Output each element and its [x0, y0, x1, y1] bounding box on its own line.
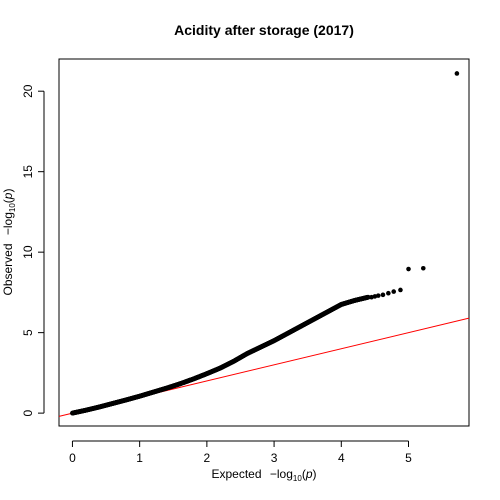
y-tick-label: 15	[21, 165, 35, 179]
y-tick-label: 0	[21, 409, 35, 416]
x-axis-title: Expected −log10(p)	[211, 467, 316, 483]
x-axis: 0 1 2 3 4 5	[69, 440, 412, 465]
y-tick-label: 5	[21, 329, 35, 336]
chart-title: Acidity after storage (2017)	[174, 22, 354, 38]
y-tick-label: 10	[21, 245, 35, 259]
observed-point	[386, 290, 391, 296]
x-tick-label: 3	[271, 451, 278, 465]
y-tick-label: 20	[21, 84, 35, 98]
plot-area-border	[58, 58, 470, 427]
observed-point	[406, 266, 411, 272]
observed-points-layer	[70, 294, 371, 416]
outlier-points-layer	[369, 71, 460, 300]
observed-point	[380, 292, 386, 298]
observed-point	[365, 294, 371, 300]
x-tick-label: 5	[405, 451, 412, 465]
x-tick-label: 2	[204, 451, 211, 465]
observed-point	[420, 265, 426, 271]
y-axis: 0 5 10 15 20	[21, 84, 45, 416]
x-tick-label: 0	[69, 451, 76, 465]
observed-point	[391, 289, 397, 294]
observed-point	[454, 71, 460, 76]
observed-point	[398, 287, 403, 293]
y-axis-title: Observed −log10(p)	[1, 189, 17, 296]
observed-point	[375, 293, 381, 298]
x-tick-label: 4	[338, 451, 345, 465]
x-tick-label: 1	[136, 451, 143, 465]
